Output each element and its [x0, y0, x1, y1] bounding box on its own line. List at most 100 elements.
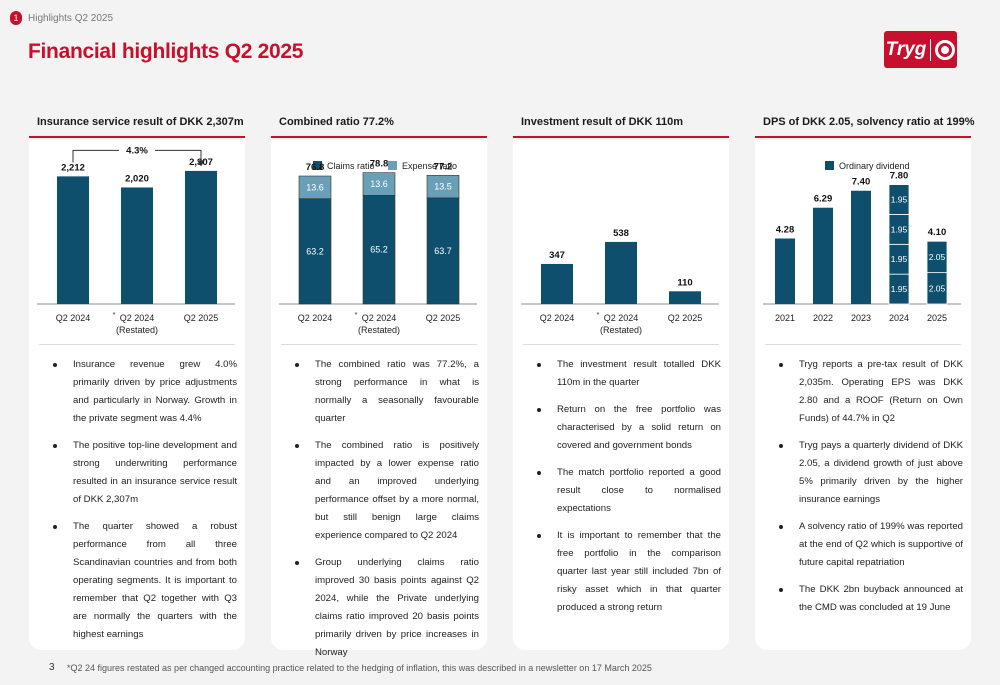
chart-investment-result-svg: 347 538 110 Q2 2024 Q2 2024 *(Restated) Q2 202… [521, 228, 719, 335]
segment-label: 1.95 [891, 284, 908, 294]
footer-page-number: 3 [49, 662, 55, 673]
divider [523, 344, 719, 345]
annotation-bg [119, 143, 155, 158]
footnote-mark: * [355, 312, 358, 319]
chart-investment-result: 347 538 110 Q2 2024 Q2 2024 * (Restated) Q2 202… [513, 140, 729, 340]
bullet-item: The quarter showed a robust performance … [45, 518, 237, 644]
bar-expense [298, 175, 332, 199]
bullet-item: The positive top-line development and st… [45, 437, 237, 509]
x-tick-label: 2024 [889, 313, 909, 323]
x-tick-note: (Restated) [358, 325, 400, 335]
legend-label: Claims ratio [327, 161, 375, 171]
value-label: 2,212 [61, 162, 85, 173]
legend-label: Expense ratio [402, 161, 457, 171]
value-label: 347 [549, 250, 565, 261]
bar [57, 176, 89, 304]
column-dps-solvency: DPS of DKK 2.05, solvency ratio at 199% … [755, 0, 975, 685]
logo-divider [930, 38, 932, 61]
page-title: Financial highlights Q2 2025 [28, 40, 304, 63]
logo-ring-icon [935, 39, 956, 60]
value-label: 538 [613, 228, 629, 239]
x-tick-label: 2021 [775, 313, 795, 323]
chart-dividend-svg: Ordinary dividend 4.28 2021 6.29 2022 7.40 202… [763, 161, 961, 323]
x-tick-label: Q2 2025 [184, 313, 219, 323]
column-heading: Insurance service result of DKK 2,307m [37, 116, 244, 128]
bar [185, 170, 217, 304]
value-label: 2,020 [125, 173, 149, 184]
legend-swatch [825, 161, 834, 170]
bullet-item: The DKK 2bn buyback announced at the CMD… [771, 581, 963, 617]
column-rule [271, 136, 487, 138]
growth-arrow-icon [197, 160, 205, 167]
bullet-item: Insurance revenue grew 4.0% primarily dr… [45, 356, 237, 428]
value-label: 6.29 [814, 194, 833, 205]
bullet-list: Insurance revenue grew 4.0% primarily dr… [45, 356, 237, 653]
segment-label: 1.95 [891, 195, 908, 205]
bullet-item: It is important to remember that the fre… [529, 527, 721, 617]
x-tick-label: Q2 2025 [668, 313, 703, 323]
segment-label: 63.2 [306, 246, 324, 256]
bar-claims [426, 197, 460, 305]
x-tick-note: (Restated) [116, 325, 158, 335]
bar-expense [426, 175, 460, 199]
column-heading: Investment result of DKK 110m [521, 116, 683, 128]
bar-claims [298, 198, 332, 305]
value-label: 4.10 [928, 227, 947, 238]
x-tick-note: (Restated) [600, 325, 642, 335]
legend-swatch [313, 161, 322, 170]
bar [813, 207, 833, 304]
bar [669, 291, 701, 304]
value-label: 7.80 [890, 171, 909, 182]
chart-combined-ratio: Claims ratio Expense ratio 63.2 13.6 76.8 65.… [271, 140, 487, 340]
x-tick-label: Q2 2024 [56, 313, 91, 323]
legend-label: Ordinary dividend [839, 161, 910, 171]
column-insurance-result: Insurance service result of DKK 2,307m 2… [29, 0, 245, 685]
segment-label: 1.95 [891, 254, 908, 264]
bar [605, 241, 637, 304]
bar-expense [362, 172, 396, 196]
segment-label: 1.95 [891, 224, 908, 234]
segment-label: 2.05 [929, 252, 946, 262]
x-tick-label: 2023 [851, 313, 871, 323]
top-bar: 1 Highlights Q2 2025 [10, 11, 113, 25]
growth-annotation: 4.3% [126, 145, 148, 156]
bar-segment [926, 240, 948, 274]
bar-segment [888, 184, 910, 215]
value-label: 4.28 [776, 224, 795, 235]
x-tick-label: Q2 2024 [540, 313, 575, 323]
column-card [513, 140, 729, 650]
segment-label: 2.05 [929, 283, 946, 293]
bullet-item: The combined ratio is positively impacte… [287, 437, 479, 545]
x-tick-label: Q2 2024 [604, 313, 639, 323]
logo-text: Tryg [885, 38, 927, 60]
divider [281, 344, 477, 345]
bullet-item: Tryg reports a pre-tax result of DKK 2,0… [771, 356, 963, 428]
bar [851, 190, 871, 304]
chart-combined-ratio-svg: Claims ratio Expense ratio 63.2 13.6 76.8 65.… [279, 159, 477, 335]
bullet-item: The combined ratio was 77.2%, a strong p… [287, 356, 479, 428]
column-rule [513, 136, 729, 138]
segment-label: 13.5 [434, 182, 452, 192]
tryg-logo: Tryg [884, 31, 957, 68]
x-tick-label: Q2 2025 [426, 313, 461, 323]
x-tick-label: 2022 [813, 313, 833, 323]
x-tick-label: Q2 2024 [120, 313, 155, 323]
column-heading: Combined ratio 77.2% [279, 116, 394, 128]
bullet-list: The combined ratio was 77.2%, a strong p… [287, 356, 479, 671]
bullet-item: Group underlying claims ratio improved 3… [287, 554, 479, 662]
footnote-mark: * [113, 312, 116, 319]
bullet-item: A solvency ratio of 199% was reported at… [771, 518, 963, 572]
x-tick-label: Q2 2024 [362, 313, 397, 323]
value-label: 7.40 [852, 177, 871, 188]
column-rule [29, 136, 245, 138]
bullet-list: Tryg reports a pre-tax result of DKK 2,0… [771, 356, 963, 626]
footnote-mark: * [597, 312, 600, 319]
segment-label: 63.7 [434, 246, 452, 256]
breadcrumb: Highlights Q2 2025 [28, 12, 114, 24]
divider [765, 344, 961, 345]
column-investment-result: Investment result of DKK 110m 347 538 110 Q… [513, 0, 729, 685]
value-label: 110 [677, 277, 692, 288]
total-label: 76.8 [306, 162, 325, 173]
column-combined-ratio: Combined ratio 77.2% Claims ratio Expense… [271, 0, 487, 685]
x-tick-label: Q2 2024 [298, 313, 333, 323]
